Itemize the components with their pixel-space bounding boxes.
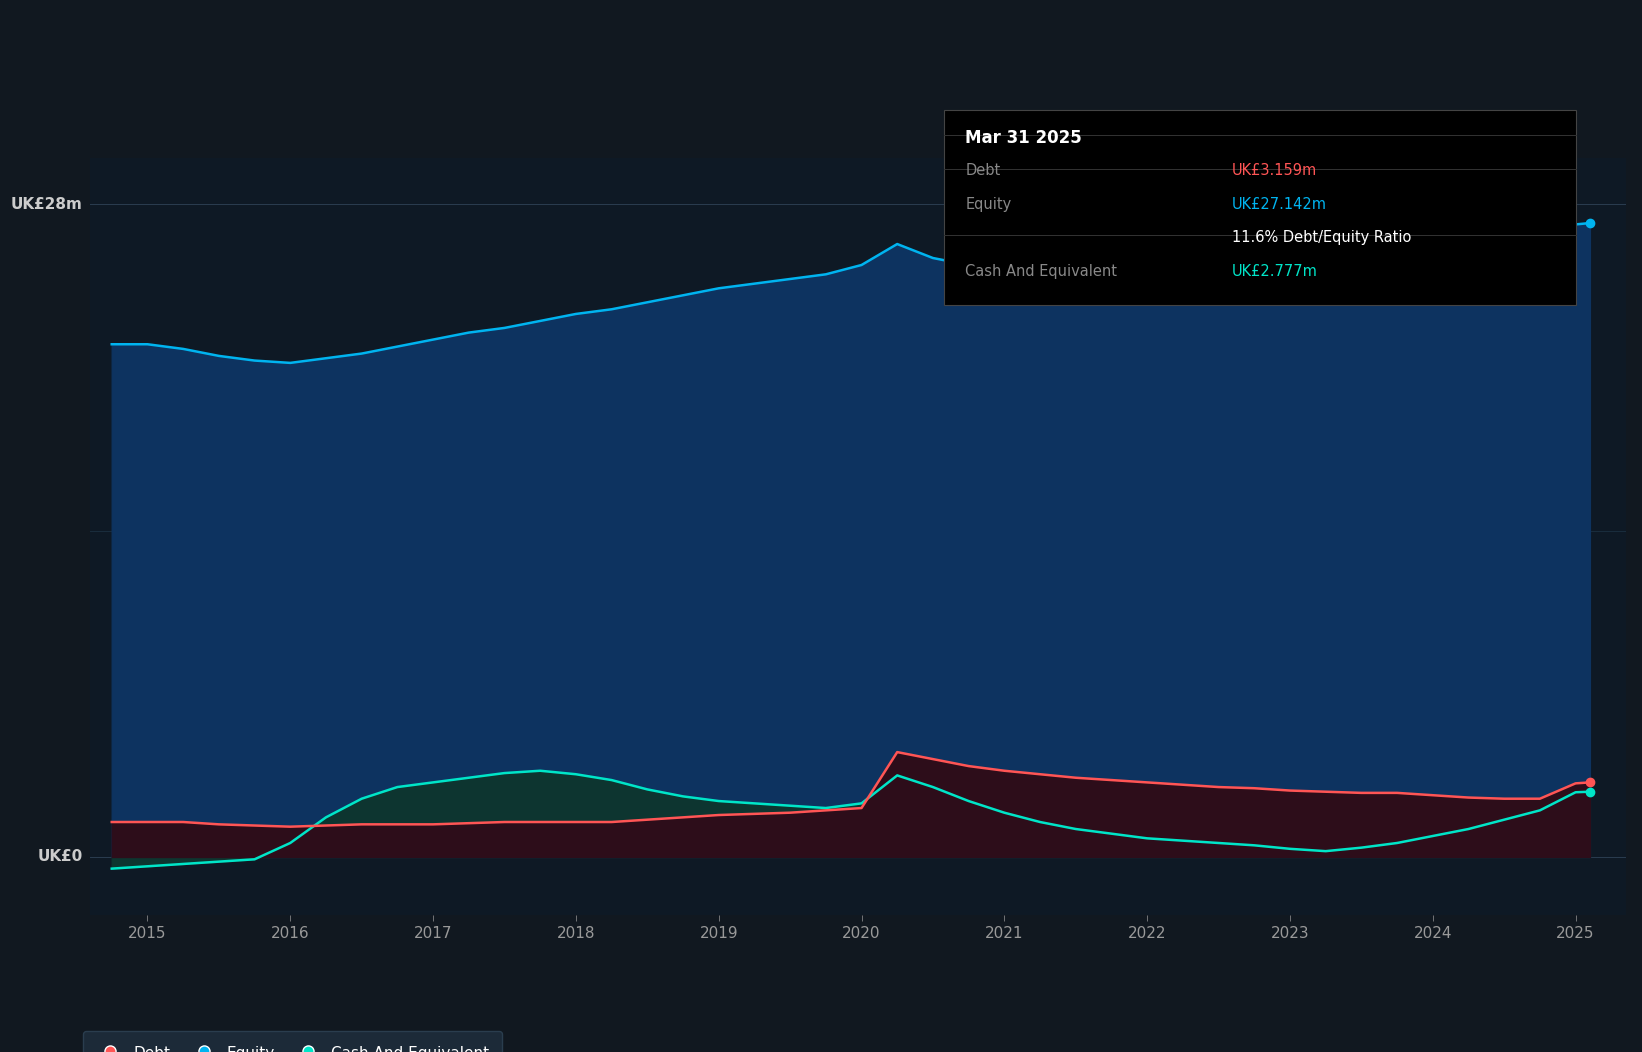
Text: UK£28m: UK£28m [11, 197, 82, 211]
Text: Mar 31 2025: Mar 31 2025 [965, 129, 1082, 147]
Text: Equity: Equity [965, 197, 1011, 211]
Text: UK£27.142m: UK£27.142m [1232, 197, 1327, 211]
Text: UK£2.777m: UK£2.777m [1232, 264, 1317, 279]
Text: UK£3.159m: UK£3.159m [1232, 163, 1317, 178]
Text: Cash And Equivalent: Cash And Equivalent [965, 264, 1118, 279]
Legend: Debt, Equity, Cash And Equivalent: Debt, Equity, Cash And Equivalent [82, 1031, 502, 1052]
Text: 11.6% Debt/Equity Ratio: 11.6% Debt/Equity Ratio [1232, 230, 1410, 245]
Text: Debt: Debt [965, 163, 1000, 178]
Text: UK£0: UK£0 [38, 849, 82, 865]
